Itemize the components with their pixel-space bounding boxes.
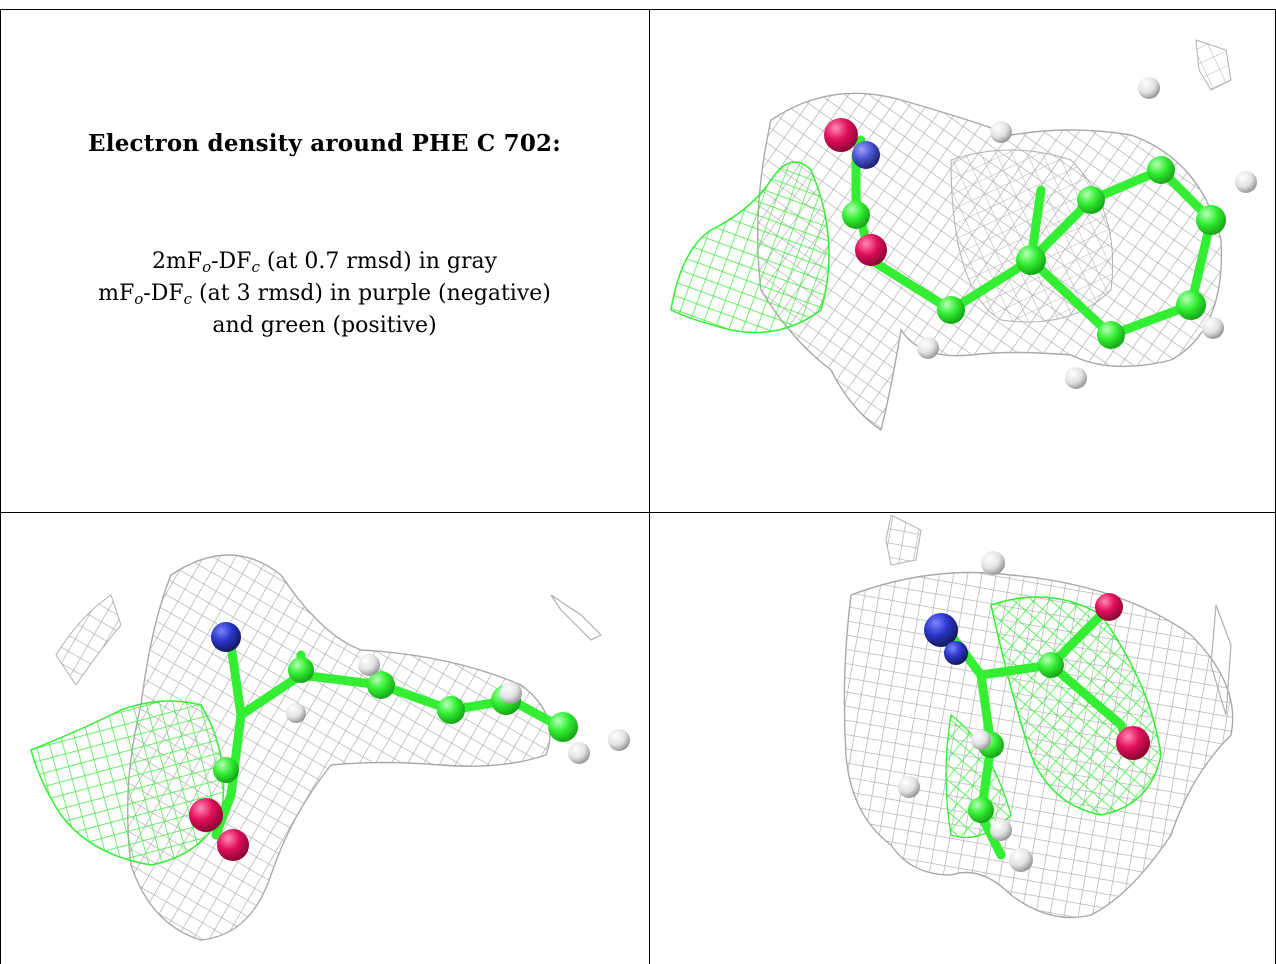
atoms xyxy=(189,622,630,861)
carbon-atom xyxy=(1176,290,1206,320)
carbon-atom xyxy=(1016,245,1046,275)
hydrogen-atom xyxy=(568,742,590,764)
density-render-1 xyxy=(670,39,1257,432)
carbon-atom xyxy=(367,671,395,699)
oxygen-atom xyxy=(1116,726,1150,760)
carbon-atom xyxy=(1038,652,1064,678)
carbon-atom xyxy=(437,696,465,724)
nitrogen-atom xyxy=(211,622,241,652)
nitrogen-atom xyxy=(944,641,968,665)
hydrogen-atom xyxy=(981,551,1005,575)
carbon-atom xyxy=(937,296,965,324)
view-bottom-right xyxy=(651,515,1275,964)
hydrogen-atom xyxy=(917,337,939,359)
hydrogen-atom xyxy=(608,729,630,751)
hydrogen-atom xyxy=(1009,848,1033,872)
carbon-atom xyxy=(1196,205,1226,235)
legend-cell: Electron density around PHE C 702: 2mFo-… xyxy=(1,10,648,512)
oxygen-atom xyxy=(824,118,858,152)
table-center-rule xyxy=(649,9,650,964)
view-top-right xyxy=(651,10,1275,512)
carbon-atom xyxy=(842,201,870,229)
hydrogen-atom xyxy=(1235,171,1257,193)
hydrogen-atom xyxy=(1065,367,1087,389)
legend-caption: 2mFo-DFc (at 0.7 rmsd) in gray mFo-DFc (… xyxy=(1,246,648,342)
legend-line-3: and green (positive) xyxy=(212,313,437,338)
hydrogen-atom xyxy=(1138,77,1160,99)
carbon-atom xyxy=(1147,156,1175,184)
oxygen-atom xyxy=(189,798,223,832)
density-render-2 xyxy=(30,554,630,941)
table-left-rule xyxy=(0,9,1,964)
table-top-rule xyxy=(0,9,1276,10)
density-render-3 xyxy=(843,515,1234,919)
carbon-atom xyxy=(1097,321,1125,349)
carbon-atom xyxy=(548,712,578,742)
atoms xyxy=(824,77,1257,389)
panel-title: Electron density around PHE C 702: xyxy=(88,130,561,157)
hydrogen-atom xyxy=(358,654,380,676)
oxygen-atom xyxy=(217,829,249,861)
carbon-atom xyxy=(288,657,314,683)
hydrogen-atom xyxy=(971,730,991,750)
hydrogen-atom xyxy=(1202,317,1224,339)
hydrogen-atom xyxy=(990,121,1012,143)
view-bottom-left xyxy=(1,515,648,964)
green-mesh xyxy=(670,161,830,334)
carbon-atom xyxy=(968,797,994,823)
oxygen-atom xyxy=(1095,593,1123,621)
green-mesh xyxy=(30,700,225,866)
green-mesh xyxy=(945,596,1162,839)
table-middle-rule xyxy=(0,512,1276,513)
nitrogen-atom xyxy=(852,141,880,169)
legend-line-2: mFo-DFc (at 3 rmsd) in purple (negative) xyxy=(98,281,551,308)
atoms xyxy=(898,551,1150,872)
hydrogen-atom xyxy=(898,776,920,798)
carbon-atom xyxy=(1077,186,1105,214)
hydrogen-atom xyxy=(286,703,306,723)
hydrogen-atom xyxy=(990,819,1012,841)
carbon-atom xyxy=(213,757,239,783)
hydrogen-atom xyxy=(500,682,522,704)
oxygen-atom xyxy=(855,234,887,266)
nitrogen-atom xyxy=(924,613,958,647)
legend-line-1: 2mFo-DFc (at 0.7 rmsd) in gray xyxy=(151,249,498,276)
